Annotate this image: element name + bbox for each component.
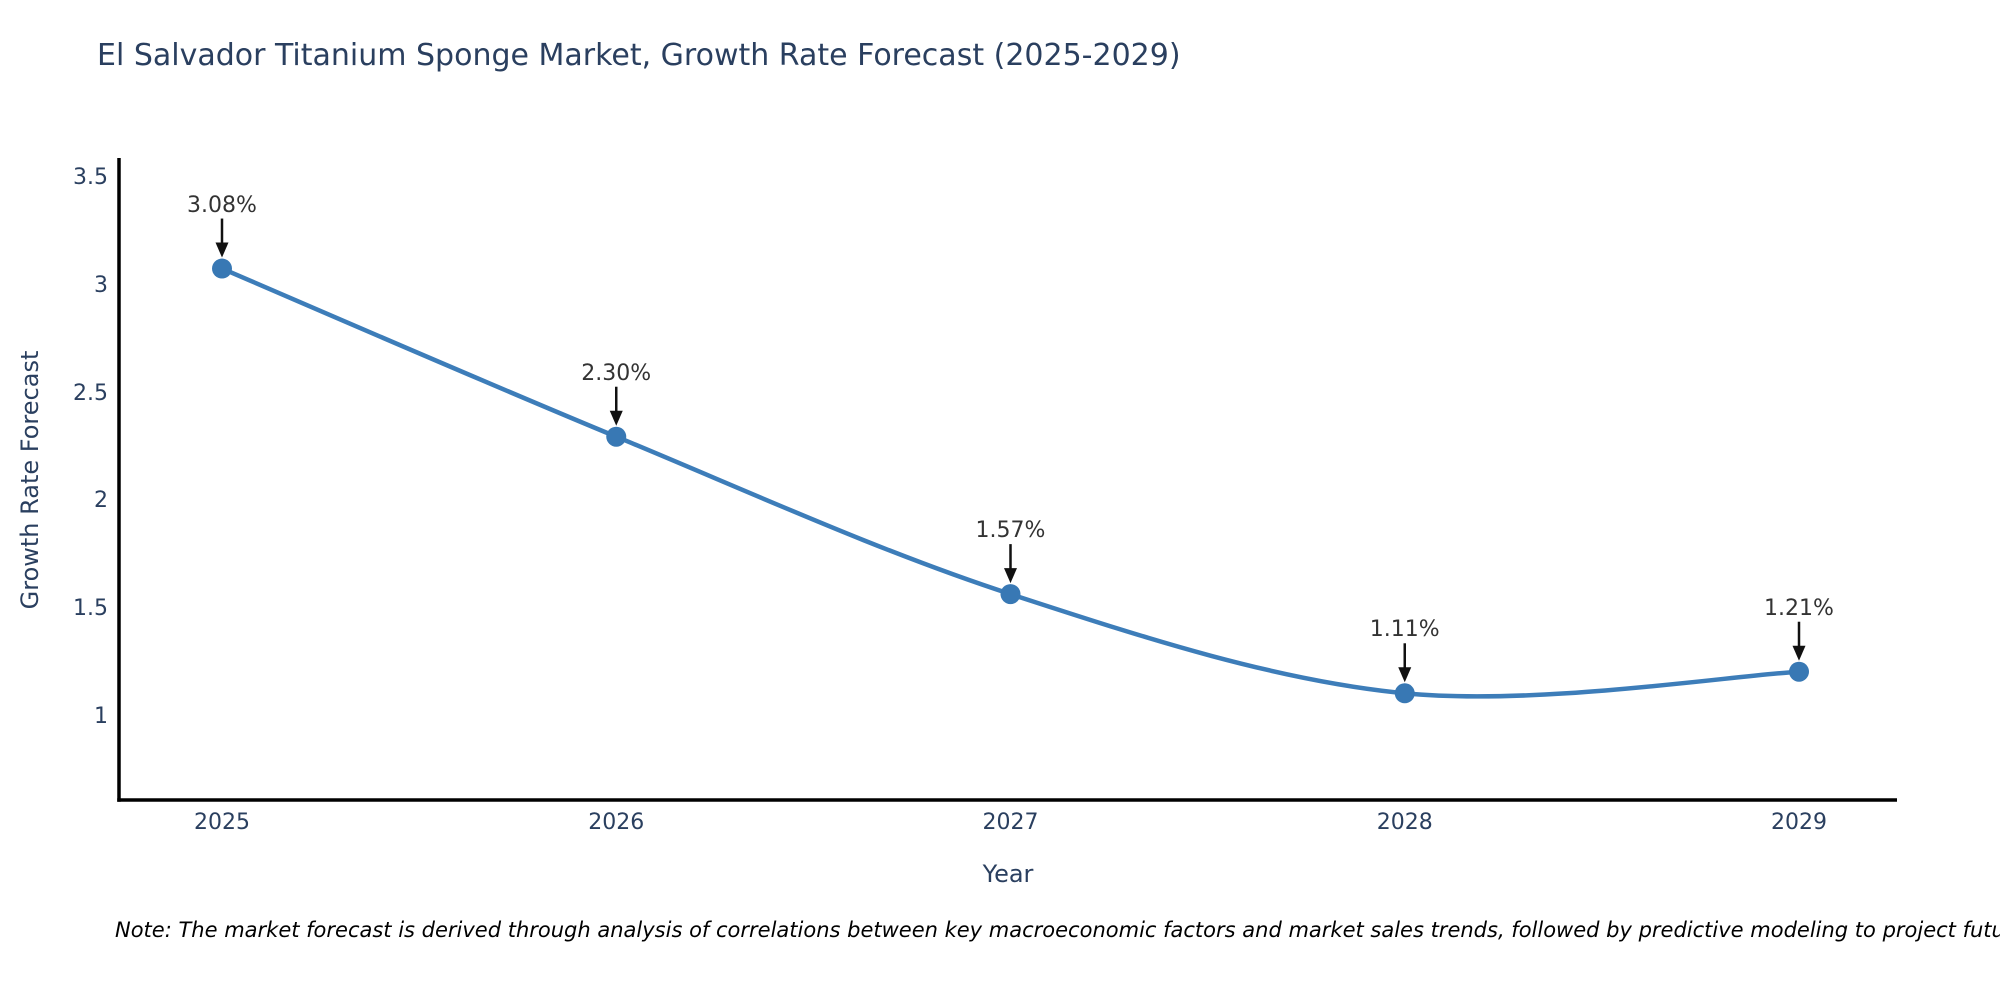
x-tick-label-2029: 2029 bbox=[1771, 810, 1827, 835]
point-label-2028: 1.11% bbox=[1369, 617, 1440, 643]
x-axis-title: Year bbox=[982, 860, 1034, 888]
point-label-2025: 3.08% bbox=[187, 192, 257, 218]
data-point-marker-2028[interactable] bbox=[1394, 683, 1415, 704]
point-label-2027: 1.57% bbox=[975, 518, 1046, 544]
x-tick-label-2025: 2025 bbox=[194, 810, 250, 835]
y-tick-label-2: 2 bbox=[94, 488, 108, 514]
footnote: Note: The market forecast is derived thr… bbox=[115, 918, 2000, 942]
y-tick-label-3: 3 bbox=[94, 272, 108, 298]
annotation-arrowhead-icon bbox=[1004, 568, 1017, 584]
x-tick-label-2027: 2027 bbox=[982, 810, 1039, 835]
data-point-marker-2026[interactable] bbox=[606, 426, 627, 447]
y-axis-title: Growth Rate Forecast bbox=[16, 350, 44, 610]
x-tick-label-2026: 2026 bbox=[588, 810, 645, 835]
point-label-2026: 2.30% bbox=[581, 360, 652, 386]
x-tick-label-2028: 2028 bbox=[1376, 810, 1433, 835]
data-point-marker-2025[interactable] bbox=[212, 258, 232, 279]
chart-title: El Salvador Titanium Sponge Market, Grow… bbox=[97, 38, 1181, 73]
y-tick-label-1: 1 bbox=[94, 704, 108, 729]
y-tick-label-3.5: 3.5 bbox=[73, 165, 108, 190]
data-point-marker-2027[interactable] bbox=[1000, 584, 1021, 605]
y-tick-label-1.5: 1.5 bbox=[73, 596, 108, 622]
forecast-line bbox=[219, 266, 1802, 699]
point-label-2029: 1.21% bbox=[1764, 595, 1834, 621]
annotation-arrowhead-icon bbox=[215, 242, 229, 258]
annotation-arrowhead-icon bbox=[609, 410, 623, 426]
y-tick-label-2.5: 2.5 bbox=[73, 380, 108, 406]
annotation-arrowhead-icon bbox=[1792, 645, 1806, 661]
data-point-marker-2029[interactable] bbox=[1789, 661, 1809, 682]
annotation-arrowhead-icon bbox=[1398, 667, 1412, 683]
